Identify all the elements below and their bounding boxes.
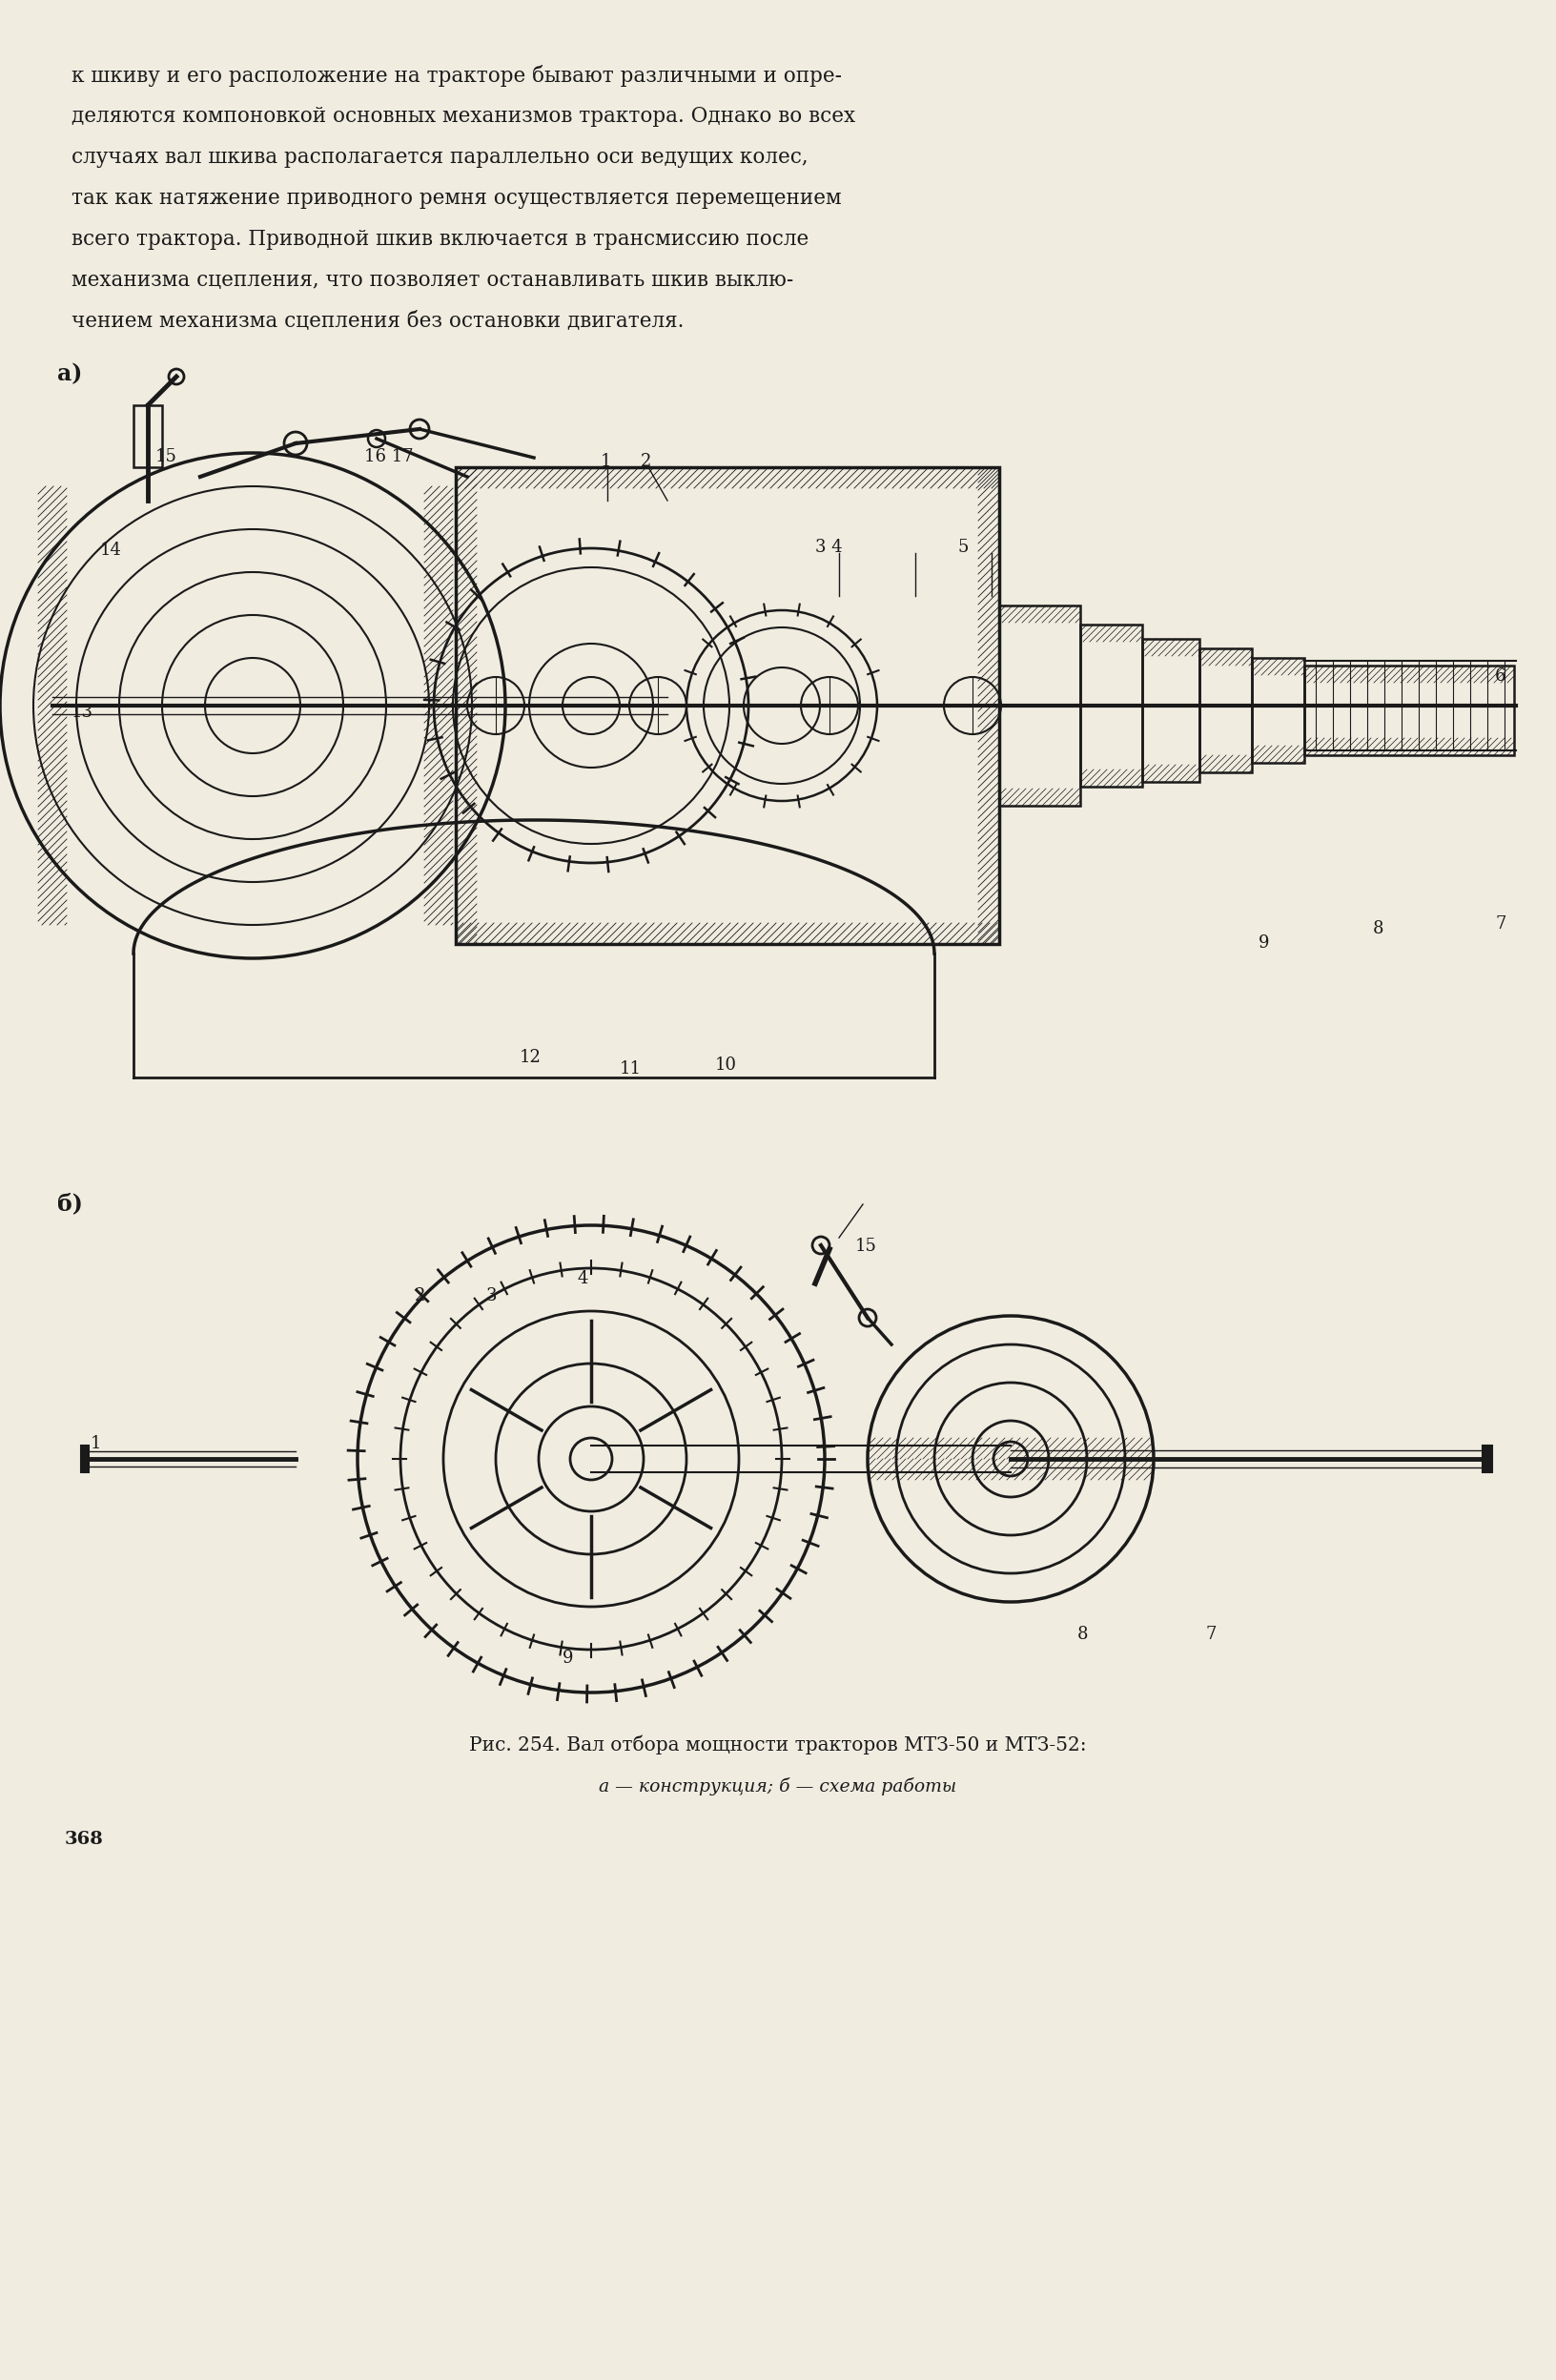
- Text: всего трактора. Приводной шкив включается в трансмиссию после: всего трактора. Приводной шкив включаетс…: [72, 228, 809, 250]
- Text: деляются компоновкой основных механизмов трактора. Однако во всех: деляются компоновкой основных механизмов…: [72, 105, 856, 126]
- Text: 3: 3: [485, 1288, 498, 1304]
- Bar: [1253, 657, 1304, 764]
- Text: 368: 368: [65, 1830, 104, 1847]
- Text: 5: 5: [958, 538, 969, 557]
- Text: 11: 11: [619, 1061, 641, 1078]
- Bar: [81, 1445, 89, 1473]
- Text: 16 17: 16 17: [364, 447, 414, 466]
- Text: 2: 2: [641, 452, 652, 471]
- Text: б): б): [58, 1192, 82, 1214]
- Text: 3 4: 3 4: [815, 538, 842, 557]
- Text: 8: 8: [1372, 921, 1383, 938]
- Text: 14: 14: [100, 543, 121, 559]
- Bar: [1080, 624, 1142, 788]
- Bar: [1483, 1445, 1492, 1473]
- Bar: [1142, 638, 1200, 783]
- Bar: [1200, 647, 1253, 774]
- Text: 10: 10: [716, 1057, 738, 1073]
- Text: а): а): [58, 362, 82, 386]
- Text: 7: 7: [1206, 1626, 1217, 1642]
- Bar: [1304, 666, 1514, 754]
- Bar: [134, 405, 162, 466]
- Text: Рис. 254. Вал отбора мощности тракторов МТЗ-50 и МТЗ-52:: Рис. 254. Вал отбора мощности тракторов …: [470, 1735, 1086, 1754]
- Text: к шкиву и его расположение на тракторе бывают различными и опре-: к шкиву и его расположение на тракторе б…: [72, 64, 842, 86]
- Bar: [456, 466, 999, 945]
- Text: чением механизма сцепления без остановки двигателя.: чением механизма сцепления без остановки…: [72, 312, 685, 331]
- Text: так как натяжение приводного ремня осуществляется перемещением: так как натяжение приводного ремня осуще…: [72, 188, 842, 209]
- Text: случаях вал шкива располагается параллельно оси ведущих колес,: случаях вал шкива располагается параллел…: [72, 148, 808, 169]
- Text: механизма сцепления, что позволяет останавливать шкив выклю-: механизма сцепления, что позволяет остан…: [72, 269, 794, 290]
- Text: 7: 7: [1495, 916, 1506, 933]
- Text: 15: 15: [856, 1238, 878, 1254]
- Text: 13: 13: [72, 704, 93, 721]
- Text: 12: 12: [520, 1050, 541, 1066]
- Text: а — конструкция; б — схема работы: а — конструкция; б — схема работы: [599, 1778, 957, 1795]
- Text: 1: 1: [90, 1435, 101, 1452]
- Bar: [999, 605, 1080, 807]
- Text: 6: 6: [1495, 666, 1506, 685]
- Text: 9: 9: [1259, 935, 1270, 952]
- Text: 8: 8: [1077, 1626, 1088, 1642]
- Text: 4: 4: [577, 1271, 588, 1288]
- Text: 15: 15: [156, 447, 177, 466]
- Text: 2: 2: [415, 1288, 426, 1304]
- Text: 1: 1: [601, 452, 612, 471]
- Text: 9: 9: [563, 1649, 574, 1666]
